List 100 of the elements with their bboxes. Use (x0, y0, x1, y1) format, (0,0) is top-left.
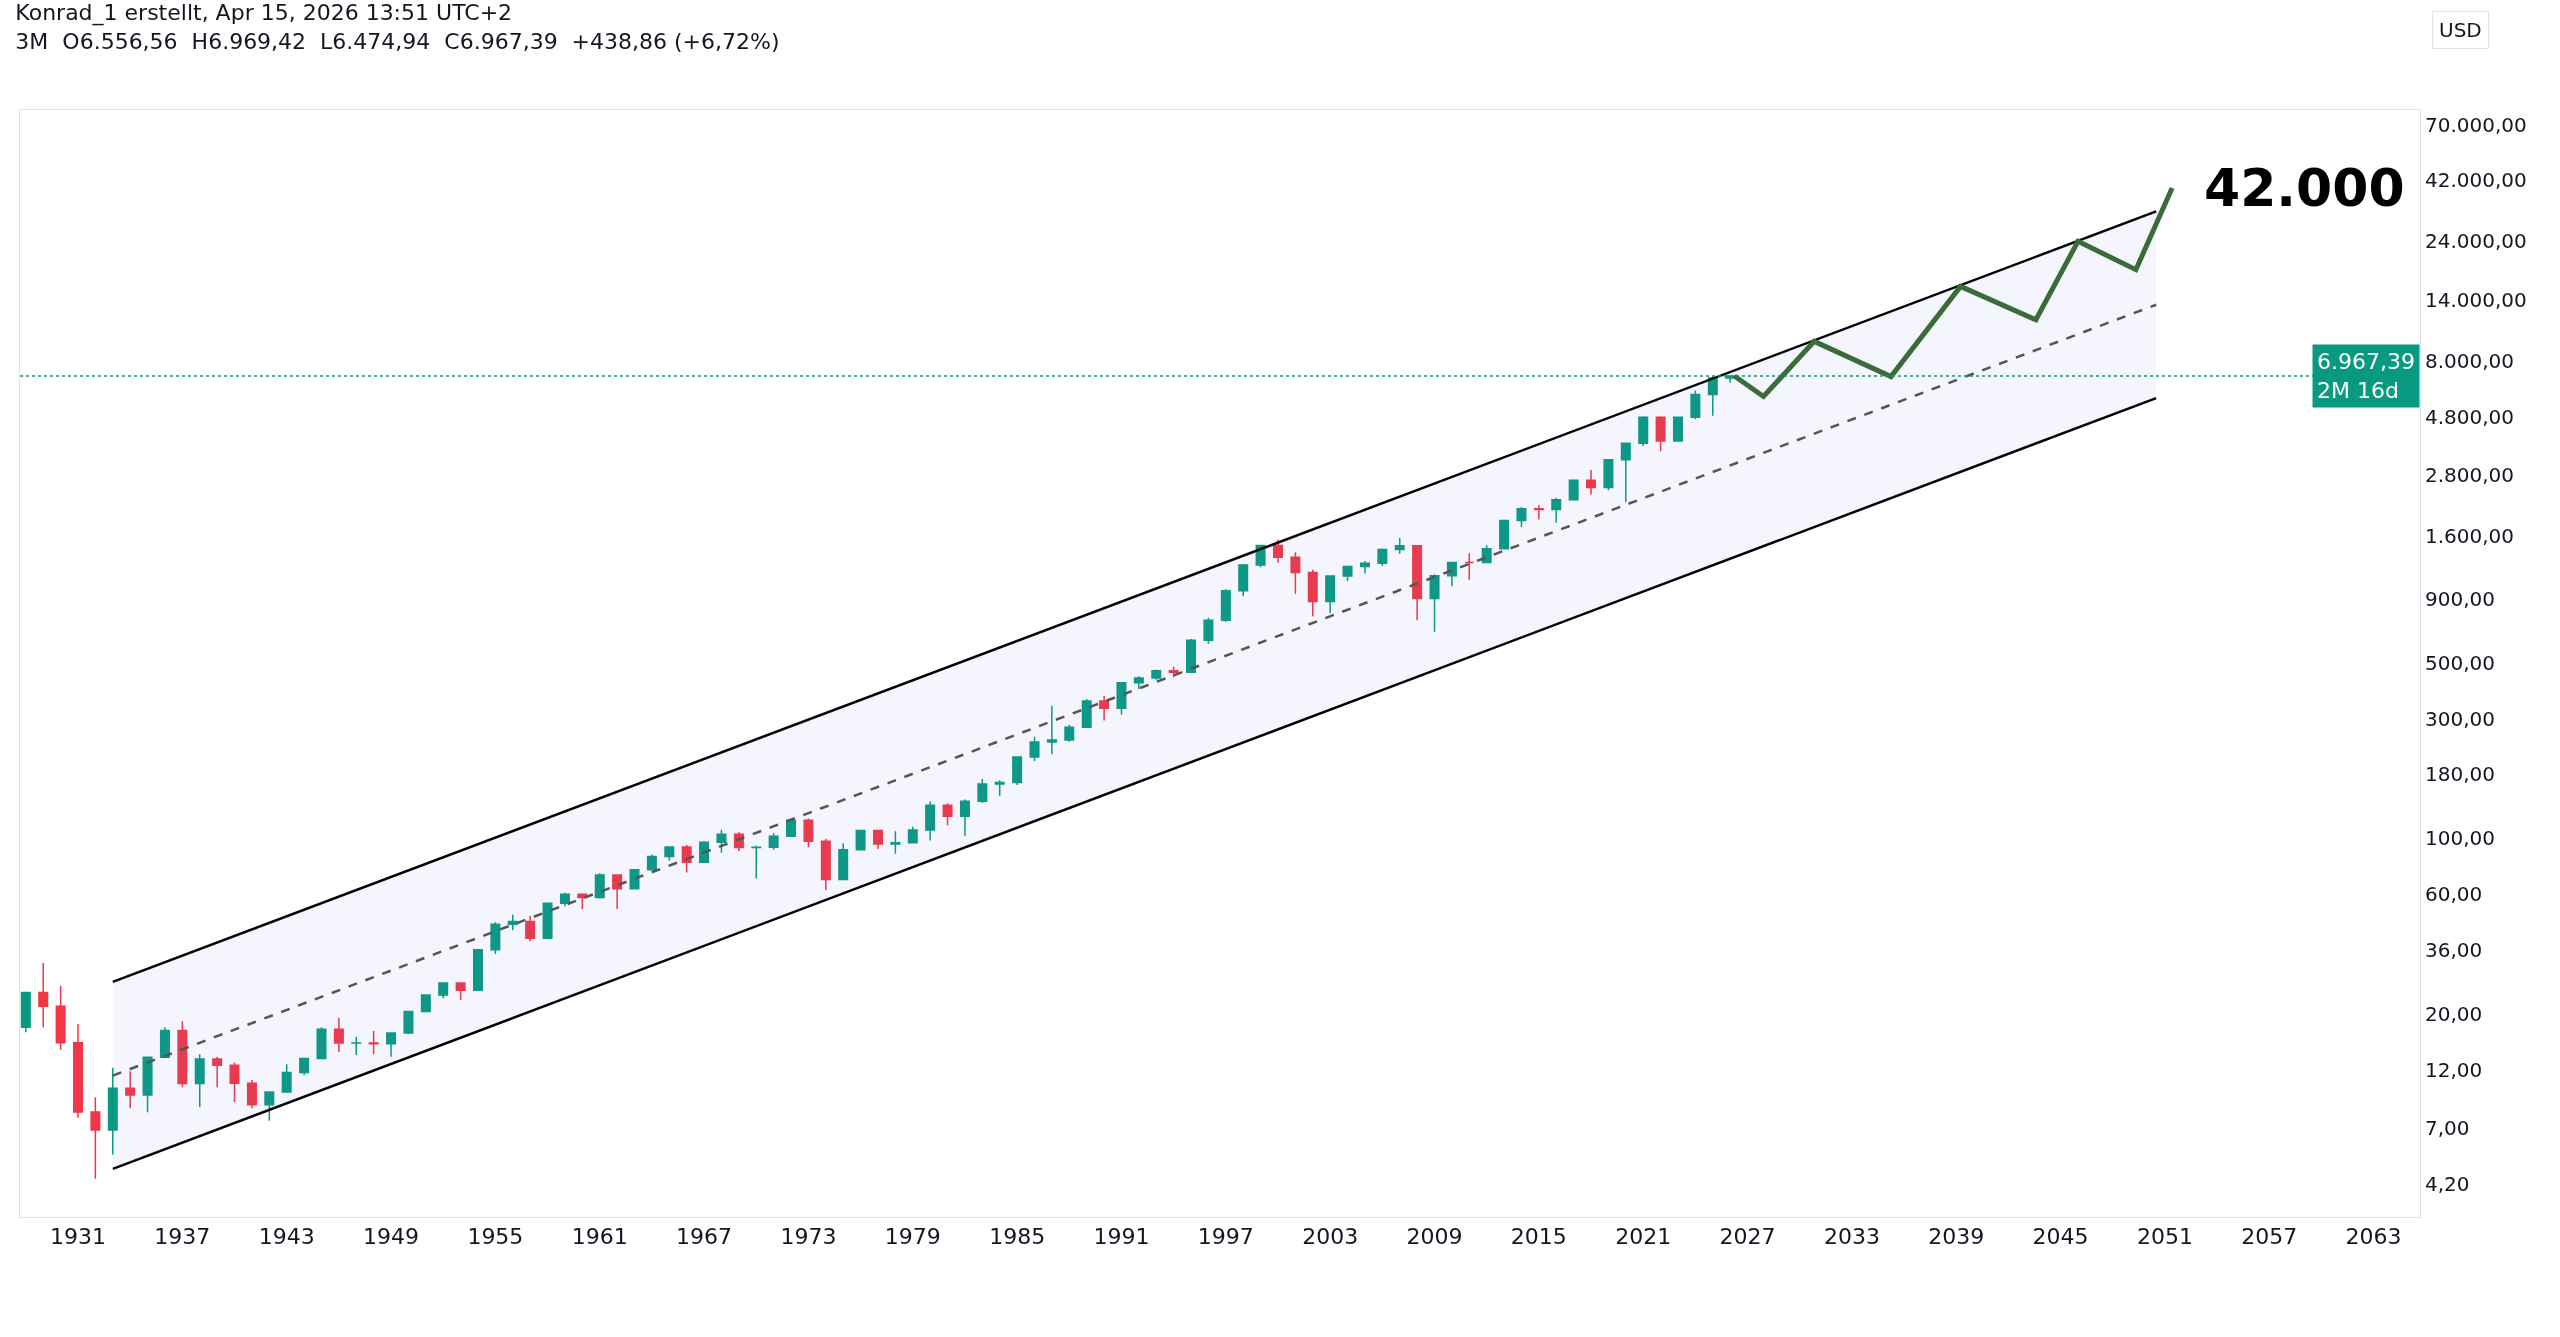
x-tick-label: 2027 (1719, 1224, 1776, 1250)
candlestick (646, 853, 657, 871)
x-tick-label: 2009 (1406, 1224, 1463, 1250)
candlestick (1325, 575, 1336, 615)
y-tick-label: 900,00 (2425, 587, 2495, 612)
candlestick (507, 913, 518, 931)
candlestick (1116, 681, 1127, 716)
candlestick (299, 1057, 310, 1076)
y-tick-label: 36,00 (2425, 937, 2483, 962)
candlestick (1046, 705, 1057, 756)
candlestick (90, 1096, 101, 1180)
candlestick (1446, 561, 1457, 588)
y-tick-label: 4,20 (2425, 1171, 2470, 1196)
candlestick (1464, 552, 1475, 581)
candlestick (20, 991, 31, 1033)
candlestick (907, 826, 918, 844)
x-tick-label: 1991 (1093, 1224, 1150, 1250)
x-tick-label: 1997 (1197, 1224, 1254, 1250)
candlestick (1655, 415, 1666, 453)
candlestick (525, 915, 536, 943)
candlestick (246, 1079, 257, 1110)
candlestick (403, 1010, 414, 1035)
candlestick (351, 1036, 362, 1056)
x-tick-label: 2003 (1302, 1224, 1359, 1250)
x-tick-label: 1955 (467, 1224, 524, 1250)
candlestick (1151, 668, 1162, 681)
y-tick-label: 2.800,00 (2425, 463, 2515, 488)
candlestick (1551, 497, 1562, 524)
candlestick (820, 837, 831, 891)
x-tick-label: 2033 (1823, 1224, 1880, 1250)
candlestick (1499, 519, 1510, 550)
candlestick (1533, 504, 1544, 521)
candlestick (1272, 538, 1283, 564)
candlestick (664, 846, 675, 862)
x-tick-label: 1949 (363, 1224, 420, 1250)
candlestick (925, 800, 936, 842)
chart-subtitle: 3M O6.556,56 H6.969,42 L6.474,94 C6.967,39 +438,86 (+6,72%) (15, 28, 780, 54)
y-tick-label: 1.600,00 (2425, 524, 2515, 549)
candlestick (1568, 478, 1579, 501)
candlestick (942, 802, 953, 827)
candlestick (542, 902, 553, 940)
x-tick-label: 2051 (2136, 1224, 2193, 1250)
candlestick (751, 845, 762, 880)
y-tick-label: 100,00 (2425, 826, 2495, 851)
candlestick (55, 984, 66, 1051)
candlestick (716, 828, 727, 854)
candlestick (1290, 551, 1301, 595)
text: USD (2439, 18, 2482, 42)
candlestick (368, 1030, 379, 1056)
candlestick (1377, 547, 1388, 567)
x-tick-label: 2057 (2241, 1224, 2298, 1250)
candlestick (72, 1023, 83, 1119)
candlestick (420, 993, 431, 1013)
x-tick-label: 1961 (571, 1224, 628, 1250)
candlestick (1220, 588, 1231, 623)
candlestick (838, 842, 849, 881)
x-tick-label: 1931 (49, 1224, 106, 1250)
candlestick (264, 1090, 275, 1122)
candlestick (125, 1070, 136, 1110)
candlestick (107, 1066, 118, 1156)
candlestick (1394, 537, 1405, 555)
candlestick (159, 1026, 170, 1059)
candlestick (1081, 698, 1092, 729)
x-tick-label: 1979 (884, 1224, 941, 1250)
candlestick (1099, 695, 1110, 722)
candlestick (194, 1053, 205, 1108)
candlestick (1638, 415, 1649, 447)
candlestick (1064, 724, 1075, 743)
y-tick-label: 20,00 (2425, 1001, 2483, 1026)
candlestick (855, 829, 866, 851)
candlestick (1238, 563, 1249, 597)
candlestick (333, 1016, 344, 1053)
candlestick (212, 1055, 223, 1088)
candlestick (38, 962, 49, 1028)
x-tick-label: 1937 (154, 1224, 211, 1250)
candlestick (1586, 469, 1597, 496)
candlestick (559, 892, 570, 908)
x-tick-label: 2063 (2345, 1224, 2402, 1250)
candlestick (1029, 736, 1040, 762)
x-tick-label: 1943 (258, 1224, 315, 1250)
candlestick (229, 1061, 240, 1103)
y-tick-label: 7,00 (2425, 1116, 2470, 1141)
annotation: 42.000 (2204, 158, 2405, 218)
candlestick (316, 1026, 327, 1060)
y-tick-label: 500,00 (2425, 651, 2495, 676)
y-tick-label: 24.000,00 (2425, 229, 2527, 254)
candlestick (1620, 442, 1631, 503)
x-tick-label: 1985 (989, 1224, 1046, 1250)
candlestick (1412, 544, 1423, 621)
candlestick (1429, 573, 1440, 633)
x-tick-label: 1967 (676, 1224, 733, 1250)
candlestick (1690, 389, 1701, 421)
y-tick-label: 60,00 (2425, 882, 2483, 907)
x-tick-label: 2015 (1510, 1224, 1567, 1250)
y-tick-label: 180,00 (2425, 762, 2495, 787)
ref-line-label: 6.967,39 2M 16d (2317, 349, 2415, 403)
y-tick-label: 8.000,00 (2425, 348, 2515, 373)
candlestick (612, 874, 623, 910)
candlestick (142, 1055, 153, 1114)
candlestick (438, 982, 449, 999)
